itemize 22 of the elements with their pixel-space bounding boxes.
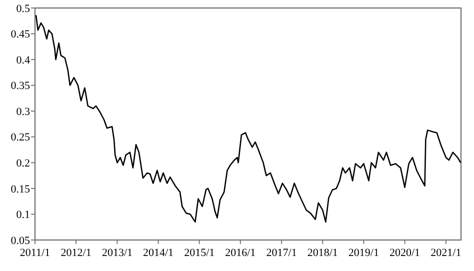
line-series <box>35 14 462 223</box>
y-tick-label: 0.1 <box>16 209 30 222</box>
x-tick-label: 2011/1 <box>20 247 50 259</box>
x-tick-label: 2013/1 <box>102 247 133 259</box>
x-tick-label: 2014/1 <box>143 247 174 259</box>
y-tick-label: 0.5 <box>16 2 30 15</box>
x-tick-label: 2015/1 <box>184 247 215 259</box>
x-tick-label: 2012/1 <box>60 247 92 259</box>
x-tick-label: 2021/1 <box>430 247 462 259</box>
x-tick-label: 2018/1 <box>307 247 338 259</box>
x-tick-label: 2019/1 <box>348 247 379 259</box>
y-tick-label: 0.25 <box>10 132 30 144</box>
y-tick-label: 0.45 <box>10 28 30 41</box>
x-tick-label: 2017/1 <box>266 247 297 259</box>
y-tick-label: 0.05 <box>10 234 30 247</box>
y-tick-label: 0.35 <box>10 80 30 92</box>
y-tick-label: 0.15 <box>10 183 30 196</box>
x-tick-label: 2016/1 <box>225 247 256 259</box>
y-tick-label: 0.3 <box>16 106 30 118</box>
y-tick-label: 0.2 <box>16 158 30 170</box>
x-tick-label: 2020/1 <box>389 247 420 259</box>
y-tick-label: 0.4 <box>16 54 30 66</box>
